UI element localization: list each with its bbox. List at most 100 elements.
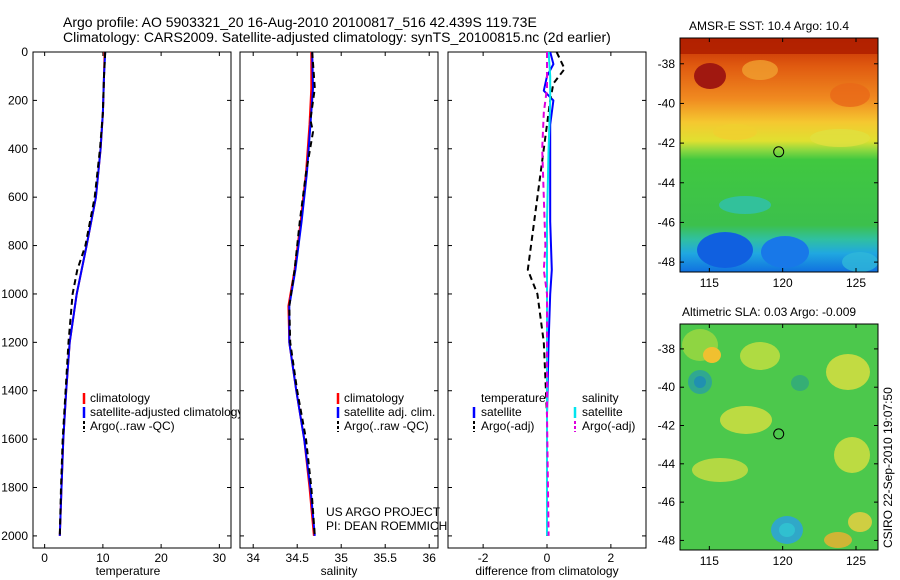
y-tick-label: 600	[8, 190, 28, 204]
y-tick-label: -38	[658, 57, 676, 71]
legend-label-argo: Argo(..raw -QC)	[90, 419, 175, 433]
sst-x-ticks: 115 120 125	[700, 38, 866, 290]
x-tick-label: 20	[154, 551, 168, 565]
sla-patch-i	[692, 458, 748, 482]
legend-label-sal-argo: Argo(-adj)	[582, 419, 635, 433]
y-tick-label: 0	[21, 45, 28, 59]
x-tick-label: 34	[247, 551, 261, 565]
x-tick-label: 0	[41, 551, 48, 565]
y-tick-label: 1400	[1, 384, 28, 398]
x-tick-label: 115	[700, 554, 719, 568]
y-tick-label: -48	[658, 533, 676, 547]
sla-patch-g	[720, 406, 772, 434]
sst-warm-patch	[694, 63, 726, 89]
salinity-y-ticks	[240, 51, 438, 537]
sla-heatmap	[680, 324, 878, 550]
legend-label-satellite: satellite adj. clim.	[344, 405, 435, 419]
series-line-salinity-argo-adj	[541, 52, 550, 536]
x-tick-label: 120	[773, 276, 793, 290]
sst-map-title: AMSR-E SST: 10.4 Argo: 10.4	[689, 19, 849, 33]
sla-patch-h	[834, 437, 870, 473]
y-tick-label: -46	[658, 495, 676, 509]
x-tick-label: 120	[773, 554, 793, 568]
sst-map-frame	[679, 37, 879, 273]
x-tick-label: 0	[544, 551, 551, 565]
y-tick-label: 800	[8, 239, 28, 253]
temperature-y-ticks: 0 200 400 600 800 1000 1200 1400 1600 1800 2000	[1, 45, 231, 543]
sst-patch-b	[830, 83, 870, 107]
salinity-legend: climatology satellite adj. clim. Argo(..…	[336, 391, 435, 433]
salinity-lines	[287, 52, 316, 536]
difference-panel: -2 0 2 difference from climatology tempera…	[447, 51, 647, 578]
sla-y-ticks: -38 -40 -42 -44 -46 -48	[658, 342, 878, 547]
difference-y-ticks	[448, 51, 646, 537]
series-line-satellite-adj-clim	[288, 52, 316, 536]
legend-label-argo: Argo(..raw -QC)	[344, 419, 429, 433]
sst-heatmap	[680, 38, 878, 272]
sst-warm-band	[680, 38, 878, 54]
sla-map-panel: Altimetric SLA: 0.03 Argo: -0.009 -38 -40…	[658, 305, 879, 568]
y-tick-label: 1800	[1, 481, 28, 495]
y-tick-label: 1600	[1, 432, 28, 446]
difference-lines	[526, 52, 566, 536]
y-tick-label: -46	[658, 215, 676, 229]
difference-xlabel: difference from climatology	[475, 564, 618, 578]
salinity-x-ticks: 34 34.5 35 35.5 36	[247, 52, 437, 565]
sla-map-title: Altimetric SLA: 0.03 Argo: -0.009	[682, 305, 856, 319]
sla-map-frame	[679, 323, 879, 551]
sla-patch-l	[779, 523, 795, 537]
legend-label-climatology: climatology	[90, 391, 150, 405]
temperature-xlabel: temperature	[96, 564, 161, 578]
temperature-axes-frame	[32, 51, 232, 549]
footer-stamp: CSIRO 22-Sep-2010 19:07:50	[881, 387, 895, 548]
legend-label-satellite: satellite-adjusted climatology	[90, 405, 243, 419]
x-tick-label: 125	[846, 554, 866, 568]
salinity-panel: 34 34.5 35 35.5 36 salinity climatology sate…	[239, 51, 447, 578]
x-tick-label: 36	[423, 551, 437, 565]
sst-patch-c	[713, 124, 757, 140]
temperature-panel: 0 200 400 600 800 1000 1200 1400 1600 1800 2000 0 1…	[1, 45, 243, 578]
temperature-x-ticks: 0 10 20 30	[41, 52, 226, 565]
sla-patch-m	[824, 532, 852, 548]
y-tick-label: -40	[658, 96, 676, 110]
x-tick-label: 35	[335, 551, 349, 565]
y-tick-label: -48	[658, 255, 676, 269]
sst-patch-a	[742, 60, 778, 80]
x-tick-label: 125	[846, 276, 866, 290]
y-tick-label: 200	[8, 93, 28, 107]
header-line2: Climatology: CARS2009. Satellite-adjuste…	[63, 29, 611, 45]
y-tick-label: -40	[658, 380, 676, 394]
sst-y-ticks: -38 -40 -42 -44 -46 -48	[658, 57, 878, 269]
x-tick-label: 34.5	[286, 551, 310, 565]
legend-label-temp-argo: Argo(-adj)	[481, 419, 534, 433]
legend-label-sal-satellite: satellite	[582, 405, 623, 419]
sla-float-marker	[773, 428, 785, 440]
legend-label-temp-satellite: satellite	[481, 405, 522, 419]
sst-patch-d	[810, 129, 870, 147]
y-tick-label: 1000	[1, 287, 28, 301]
sla-x-ticks: 115 120 125	[700, 324, 866, 568]
legend-title-temperature: temperature	[481, 391, 546, 405]
difference-legend-temperature: temperature satellite Argo(-adj)	[472, 391, 546, 433]
y-tick-label: 400	[8, 142, 28, 156]
project-annotation-line1: US ARGO PROJECT	[326, 505, 441, 519]
series-line-argo-raw-qc	[288, 52, 316, 536]
x-tick-label: 10	[96, 551, 110, 565]
header-line1: Argo profile: AO 5903321_20 16-Aug-2010 …	[63, 14, 537, 30]
x-tick-label: 2	[608, 551, 615, 565]
y-tick-label: 1200	[1, 335, 28, 349]
sla-patch-j	[791, 375, 809, 391]
x-tick-label: 30	[213, 551, 227, 565]
sst-patch-f	[842, 252, 878, 272]
sla-patch-b	[703, 347, 721, 363]
y-tick-label: -44	[658, 176, 676, 190]
salinity-xlabel: salinity	[321, 564, 358, 578]
y-tick-label: 2000	[1, 529, 28, 543]
legend-label-climatology: climatology	[344, 391, 404, 405]
y-tick-label: -42	[658, 419, 676, 433]
series-line-temperature-argo-adj	[526, 52, 566, 536]
y-tick-label: -38	[658, 342, 676, 356]
x-tick-label: 35.5	[374, 551, 398, 565]
sst-cold-patch-b	[761, 236, 809, 268]
series-line-argo-raw-qc	[58, 52, 107, 536]
